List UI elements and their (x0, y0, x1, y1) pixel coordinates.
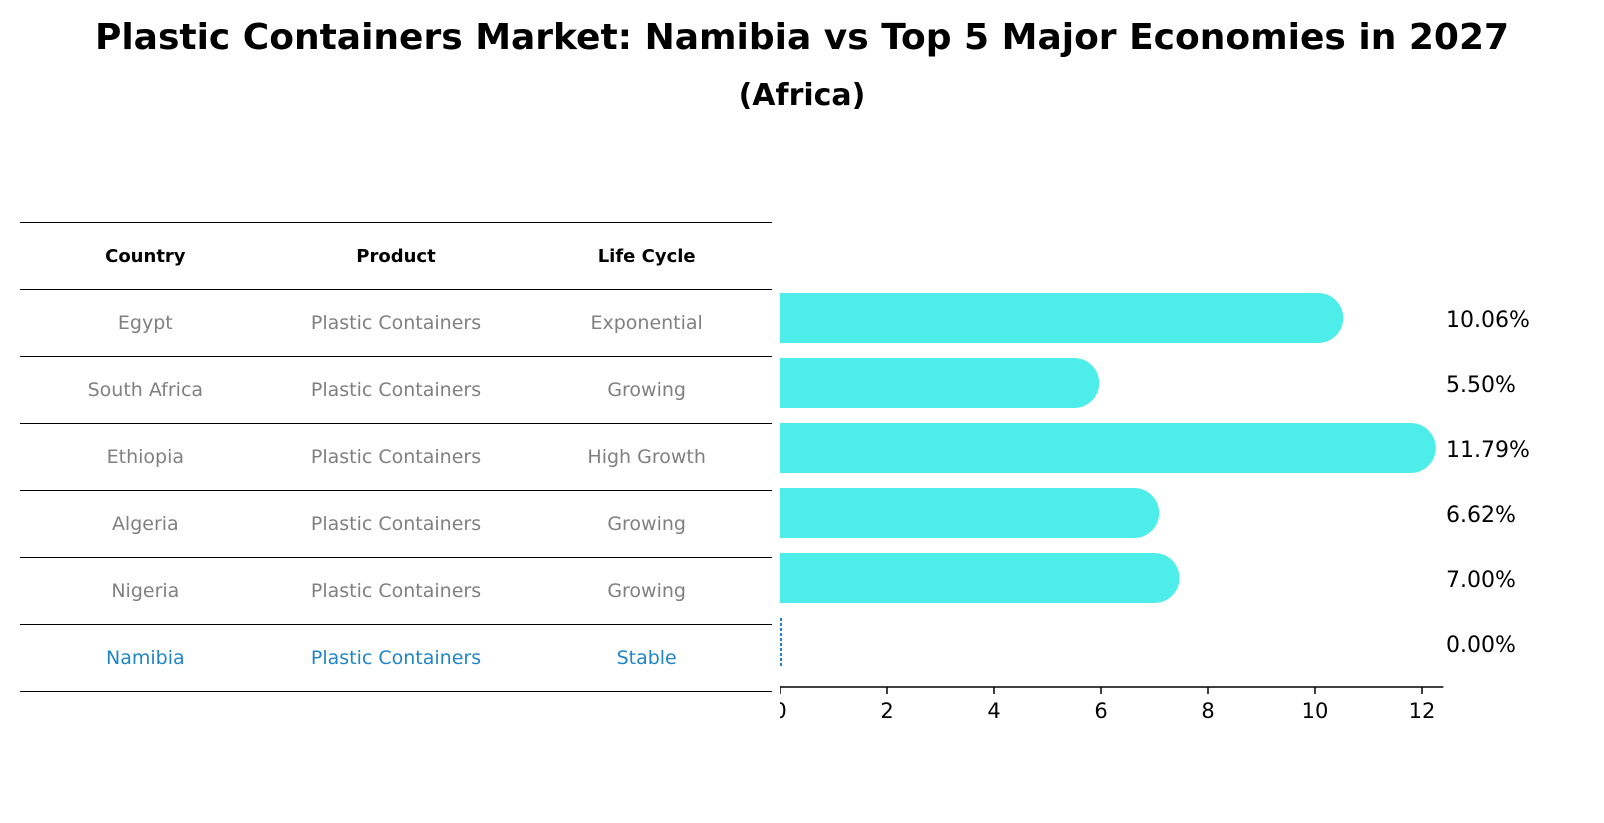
cell-product: Plastic Containers (270, 624, 522, 692)
cell-country: Egypt (20, 289, 271, 357)
x-tick-label: 12 (1409, 699, 1436, 723)
x-tick-label: 10 (1302, 699, 1329, 723)
market-table: Country Product Life Cycle Egypt Plastic… (20, 222, 772, 692)
cell-product: Plastic Containers (270, 490, 522, 558)
chart-title: Plastic Containers Market: Namibia vs To… (94, 17, 1510, 58)
bar-ethiopia (780, 423, 1436, 473)
cell-country: South Africa (20, 356, 271, 424)
x-axis: 0 2 4 6 8 10 12 (780, 686, 1444, 723)
x-tick-label: 0 (780, 699, 787, 723)
cell-life-cycle: Growing (521, 490, 772, 558)
header-country: Country (20, 222, 271, 290)
cell-life-cycle: High Growth (521, 423, 772, 491)
cell-life-cycle: Growing (521, 557, 772, 625)
cell-product: Plastic Containers (270, 423, 522, 491)
cell-country: Algeria (20, 490, 271, 558)
header-life-cycle: Life Cycle (521, 222, 772, 290)
x-tick-label: 2 (880, 699, 893, 723)
x-tick-label: 4 (987, 699, 1000, 723)
cell-life-cycle: Exponential (521, 289, 772, 357)
value-label: 10.06% (1446, 308, 1530, 333)
chart-subtitle: (Africa) (738, 78, 866, 113)
cell-country: Ethiopia (20, 423, 271, 491)
value-label: 11.79% (1446, 438, 1530, 463)
value-label: 0.00% (1446, 633, 1516, 658)
cell-product: Plastic Containers (270, 557, 522, 625)
value-label: 7.00% (1446, 568, 1516, 593)
table-row: Nigeria Plastic Containers Growing (20, 557, 772, 625)
bars-group (780, 293, 1436, 668)
cell-country: Nigeria (20, 557, 271, 625)
value-label: 6.62% (1446, 503, 1516, 528)
table-header-row: Country Product Life Cycle (20, 222, 772, 290)
bar-nigeria (780, 553, 1180, 603)
header-product: Product (270, 222, 522, 290)
bar-algeria (780, 488, 1160, 538)
value-labels-group: 10.06% 5.50% 11.79% 6.62% 7.00% 0.00% (1446, 308, 1530, 658)
value-label: 5.50% (1446, 373, 1516, 398)
table-row-highlighted: Namibia Plastic Containers Stable (20, 624, 772, 692)
bar-chart: 10.06% 5.50% 11.79% 6.62% 7.00% 0.00% 0 2 4 6 8 10… (780, 293, 1530, 723)
x-tick-label: 6 (1094, 699, 1107, 723)
table-row: Ethiopia Plastic Containers High Growth (20, 423, 772, 491)
table-row: Algeria Plastic Containers Growing (20, 490, 772, 558)
table-row: South Africa Plastic Containers Growing (20, 356, 772, 424)
cell-product: Plastic Containers (270, 289, 522, 357)
cell-life-cycle: Growing (521, 356, 772, 424)
cell-product: Plastic Containers (270, 356, 522, 424)
cell-life-cycle: Stable (521, 624, 772, 692)
table-row: Egypt Plastic Containers Exponential (20, 289, 772, 357)
cell-country: Namibia (20, 624, 271, 692)
bar-egypt (780, 293, 1344, 343)
bar-south-africa (780, 358, 1100, 408)
x-tick-label: 8 (1201, 699, 1214, 723)
